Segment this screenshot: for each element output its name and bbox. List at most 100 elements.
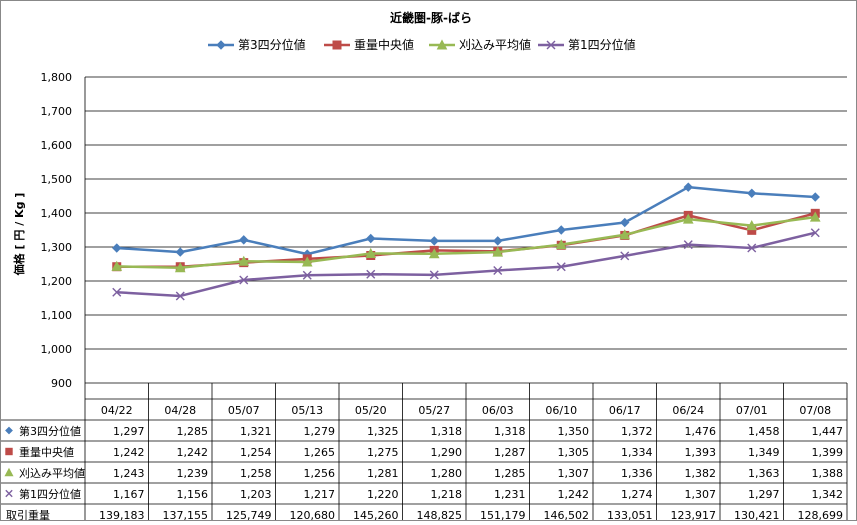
- table-cell: 1,458: [748, 425, 780, 438]
- table-cell: 148,825: [417, 509, 463, 520]
- table-cell: 1,321: [240, 425, 272, 438]
- table-cell: 1,290: [431, 446, 463, 459]
- marker-x: [747, 243, 757, 253]
- y-axis-label: 価格 [ 円 / Kg ]: [12, 193, 26, 277]
- table-cell: 1,307: [558, 467, 590, 480]
- table-cell: 1,231: [494, 488, 526, 501]
- table-cell: 1,336: [621, 467, 653, 480]
- marker-triangle: [436, 39, 448, 50]
- marker-x: [302, 270, 312, 280]
- legend-label: 刈込み平均値: [459, 37, 531, 52]
- marker-triangle: [301, 256, 313, 267]
- x-tick-label: 06/03: [482, 404, 514, 417]
- table-cell: 1,307: [685, 488, 717, 501]
- y-tick-label: 1,400: [41, 207, 73, 220]
- y-tick-label: 1,600: [41, 139, 73, 152]
- table-cell: 128,699: [798, 509, 844, 520]
- table-cell: 1,297: [748, 488, 780, 501]
- marker-x: [239, 275, 249, 285]
- table-cell: 1,325: [367, 425, 399, 438]
- table-row-label: 刈込み平均値: [19, 467, 85, 480]
- x-tick-label: 04/28: [164, 404, 196, 417]
- x-tick-label: 06/24: [672, 404, 704, 417]
- table-cell: 1,239: [177, 467, 209, 480]
- table-cell: 1,258: [240, 467, 272, 480]
- table-cell: 1,243: [113, 467, 145, 480]
- table-cell: 1,399: [812, 446, 844, 459]
- x-tick-label: 05/20: [355, 404, 387, 417]
- marker-triangle: [619, 229, 631, 240]
- gridlines: [84, 76, 847, 384]
- marker-square: [5, 447, 13, 456]
- table-cell: 1,342: [812, 488, 844, 501]
- marker-x: [546, 40, 556, 50]
- table-cell: 1,281: [367, 467, 399, 480]
- table-row-label: 重量中央値: [19, 445, 74, 459]
- marker-triangle: [238, 255, 250, 266]
- table-cell: 1,363: [748, 467, 780, 480]
- y-tick-label: 1,200: [41, 275, 73, 288]
- marker-diamond: [493, 236, 503, 246]
- table-cell: 1,388: [812, 467, 844, 480]
- y-tick-label: 1,000: [41, 343, 73, 356]
- legend-label: 重量中央値: [354, 37, 414, 52]
- table-cell: 1,275: [367, 446, 399, 459]
- table-cell: 1,217: [304, 488, 336, 501]
- table-cell: 1,242: [558, 488, 590, 501]
- table-row-label: 第1四分位値: [19, 487, 81, 501]
- marker-x: [556, 262, 566, 272]
- x-tick-label: 07/01: [736, 404, 768, 417]
- marker-x: [5, 489, 13, 498]
- table-cell: 1,280: [431, 467, 463, 480]
- marker-triangle: [746, 220, 758, 231]
- series-4: [112, 228, 820, 301]
- marker-x: [683, 240, 693, 250]
- legend-label: 第1四分位値: [568, 37, 636, 52]
- table-cell: 146,502: [544, 509, 590, 520]
- chart-title: 近畿圏-豚-ばら: [390, 10, 472, 25]
- marker-diamond: [366, 233, 376, 244]
- y-tick-label: 1,800: [41, 71, 73, 84]
- table-cell: 1,167: [113, 488, 145, 501]
- table-cell: 151,179: [480, 509, 526, 520]
- marker-triangle: [428, 248, 440, 259]
- table-cell: 1,203: [240, 488, 272, 501]
- marker-square: [332, 40, 342, 50]
- marker-x: [175, 291, 185, 301]
- table-cell: 1,285: [177, 425, 209, 438]
- table-cell: 1,382: [685, 467, 717, 480]
- table-cell: 1,318: [431, 425, 463, 438]
- x-tick-label: 04/22: [101, 404, 133, 417]
- table-cell: 145,260: [353, 509, 399, 520]
- table-cell: 120,680: [290, 509, 336, 520]
- table-cell: 1,476: [685, 425, 717, 438]
- legend-item: 重量中央値: [324, 37, 414, 52]
- table-cell: 1,287: [494, 446, 526, 459]
- series-line: [116, 231, 816, 298]
- marker-x: [493, 265, 503, 275]
- x-tick-label: 05/27: [418, 404, 450, 417]
- marker-diamond: [429, 236, 439, 246]
- table-cell: 1,297: [113, 425, 145, 438]
- x-tick-label: 07/08: [799, 404, 831, 417]
- legend: 第3四分位値 重量中央値 刈込み平均値 第1四分位値: [208, 37, 636, 52]
- marker-diamond: [683, 182, 693, 192]
- table-cell: 1,393: [685, 446, 717, 459]
- legend-label: 第3四分位値: [238, 37, 306, 52]
- series-line: [116, 185, 816, 256]
- table-cell: 1,242: [113, 446, 145, 459]
- marker-triangle: [111, 260, 123, 271]
- table-cell: 133,051: [607, 509, 653, 520]
- marker-x: [810, 228, 820, 238]
- legend-item: 第1四分位値: [538, 37, 636, 52]
- marker-triangle: [492, 246, 504, 257]
- series-lines: [111, 182, 821, 301]
- table-cell: 130,421: [734, 509, 780, 520]
- series-1: [112, 182, 820, 259]
- table-cell: 139,183: [99, 509, 145, 520]
- marker-x: [112, 287, 122, 297]
- y-tick-label: 1,100: [41, 309, 73, 322]
- table-cell: 1,220: [367, 488, 399, 501]
